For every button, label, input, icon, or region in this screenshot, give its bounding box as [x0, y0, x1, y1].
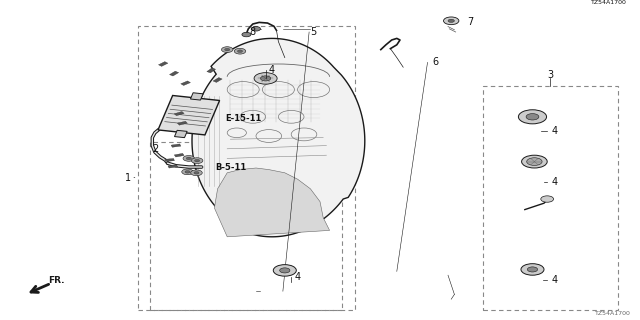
Text: 1: 1 [125, 172, 131, 183]
Circle shape [280, 268, 290, 273]
Polygon shape [207, 68, 216, 73]
Polygon shape [170, 71, 179, 76]
Circle shape [191, 158, 203, 164]
Text: 5: 5 [310, 27, 317, 37]
Polygon shape [192, 38, 365, 237]
Polygon shape [174, 111, 184, 116]
Text: 7: 7 [467, 17, 474, 27]
Polygon shape [158, 95, 220, 135]
Polygon shape [168, 165, 178, 168]
Polygon shape [159, 62, 168, 66]
Circle shape [444, 17, 459, 25]
Polygon shape [164, 158, 175, 162]
Polygon shape [174, 153, 184, 157]
Circle shape [191, 170, 202, 176]
Polygon shape [213, 77, 222, 83]
Circle shape [522, 155, 547, 168]
Text: TZ54A1700: TZ54A1700 [591, 0, 627, 5]
Circle shape [242, 32, 251, 37]
Circle shape [252, 27, 260, 31]
Circle shape [237, 50, 243, 52]
Text: 8: 8 [250, 27, 256, 37]
Circle shape [225, 48, 230, 51]
Circle shape [518, 110, 547, 124]
Text: 6: 6 [432, 57, 438, 68]
Circle shape [526, 114, 539, 120]
Text: 4: 4 [269, 65, 275, 75]
Text: 2: 2 [152, 144, 159, 154]
Circle shape [185, 171, 190, 173]
Circle shape [195, 159, 200, 162]
Text: TZ54A1700: TZ54A1700 [595, 311, 630, 316]
Circle shape [234, 48, 246, 54]
Circle shape [527, 267, 538, 272]
Circle shape [186, 157, 191, 160]
Circle shape [194, 172, 199, 174]
Circle shape [183, 156, 195, 161]
Text: 4: 4 [552, 275, 558, 285]
Circle shape [448, 19, 454, 22]
Circle shape [254, 73, 277, 84]
Circle shape [521, 264, 544, 275]
Text: 4: 4 [552, 177, 558, 188]
Polygon shape [177, 121, 188, 125]
Polygon shape [191, 93, 203, 100]
Circle shape [221, 47, 233, 52]
Polygon shape [214, 168, 330, 237]
Text: B-5-11: B-5-11 [216, 164, 247, 172]
Circle shape [273, 265, 296, 276]
Circle shape [541, 196, 554, 202]
Text: 3: 3 [547, 70, 554, 80]
Polygon shape [175, 130, 187, 138]
Polygon shape [171, 144, 181, 147]
Text: E-15-11: E-15-11 [225, 114, 262, 123]
Text: 4: 4 [294, 272, 301, 282]
Polygon shape [180, 81, 191, 85]
Text: 4: 4 [552, 126, 558, 136]
Circle shape [260, 76, 271, 81]
Text: FR.: FR. [48, 276, 65, 285]
Circle shape [527, 158, 542, 165]
Circle shape [182, 169, 193, 175]
